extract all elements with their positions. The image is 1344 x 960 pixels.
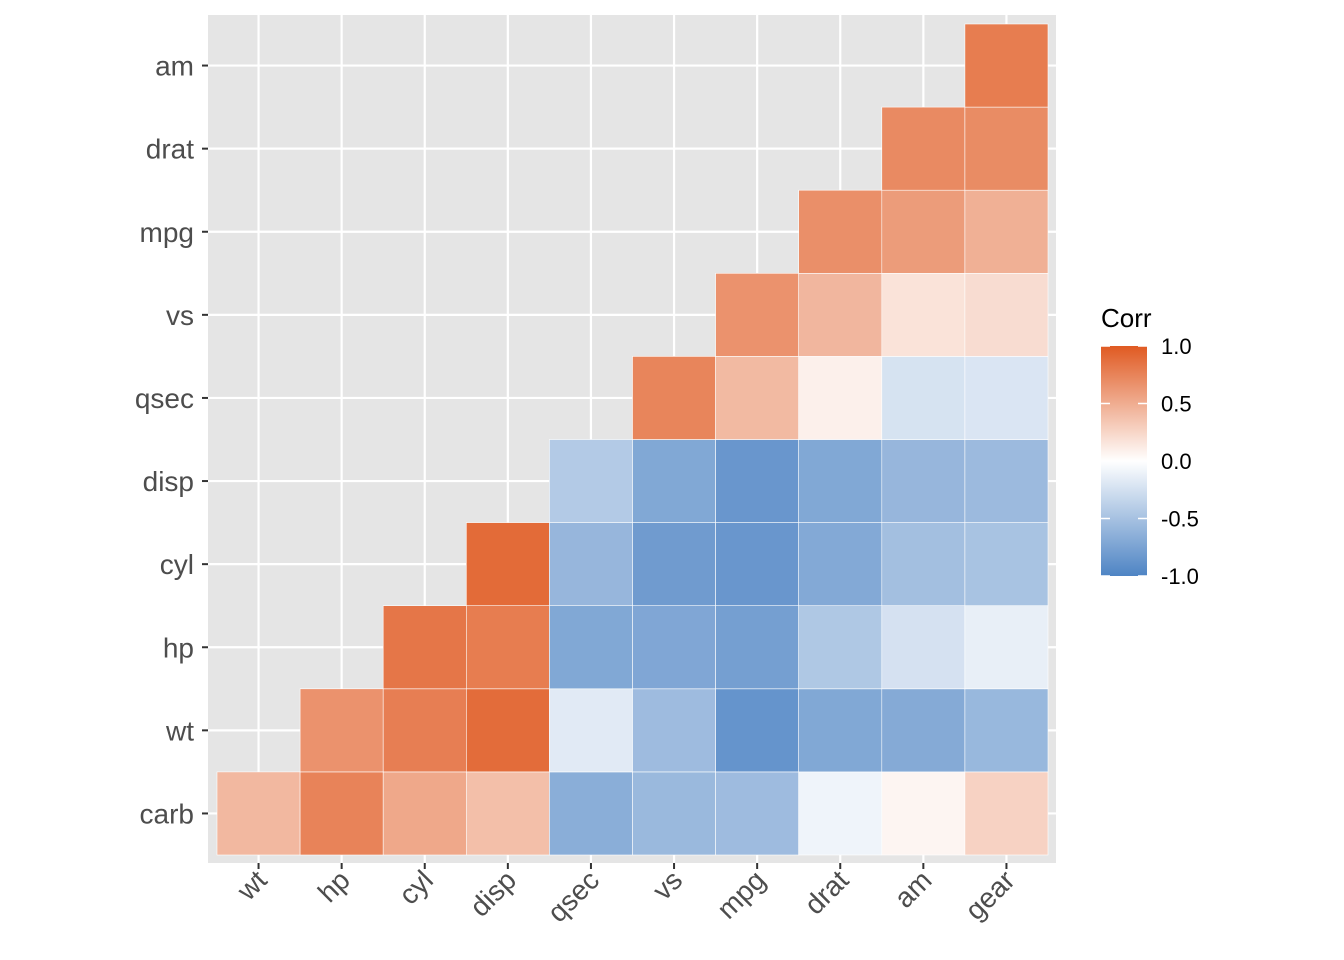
heatmap-cell-disp-gear bbox=[964, 439, 1049, 523]
x-tick-label: wt bbox=[230, 864, 273, 907]
heatmap-cell-vs-gear bbox=[964, 272, 1049, 357]
heatmap-cell-cyl-drat bbox=[798, 522, 883, 606]
x-tick-label: drat bbox=[798, 864, 854, 920]
heatmap-cell-hp-mpg bbox=[715, 605, 799, 690]
x-tick-label: hp bbox=[312, 864, 356, 908]
x-tick-label: qsec bbox=[541, 864, 605, 928]
heatmap-cell-cyl-disp bbox=[465, 522, 550, 606]
legend-tick-label: 0.0 bbox=[1161, 449, 1192, 474]
heatmap-cell-wt-mpg bbox=[715, 688, 799, 773]
legend-tick-label: -0.5 bbox=[1161, 507, 1199, 532]
heatmap-cell-qsec-vs bbox=[632, 356, 716, 440]
y-tick-label: hp bbox=[163, 632, 194, 663]
heatmap-cell-carb-vs bbox=[632, 771, 716, 856]
heatmap-cell-cyl-qsec bbox=[549, 522, 633, 606]
heatmap-cell-mpg-am bbox=[881, 189, 966, 274]
x-tick-label: disp bbox=[464, 864, 522, 922]
heatmap-cell-qsec-mpg bbox=[715, 356, 799, 440]
y-tick-label: qsec bbox=[135, 383, 194, 414]
y-tick-label: carb bbox=[140, 798, 194, 829]
heatmap-cell-mpg-drat bbox=[798, 189, 883, 274]
x-tick-label: mpg bbox=[711, 864, 771, 924]
heatmap-cell-wt-gear bbox=[964, 688, 1049, 773]
heatmap-cell-hp-vs bbox=[632, 605, 716, 690]
heatmap-cell-qsec-gear bbox=[964, 356, 1049, 440]
y-tick-label: mpg bbox=[140, 217, 194, 248]
heatmap-cell-qsec-drat bbox=[798, 356, 883, 440]
heatmap-cell-cyl-mpg bbox=[715, 522, 799, 606]
heatmap-cell-carb-cyl bbox=[382, 771, 467, 856]
heatmap-cell-wt-drat bbox=[798, 688, 883, 773]
x-tick-label: cyl bbox=[393, 864, 439, 910]
y-tick-label: vs bbox=[166, 300, 194, 331]
x-tick-label: vs bbox=[647, 864, 689, 906]
y-axis: carb wt hp cyl disp qsec vs mpg drat am bbox=[135, 51, 208, 829]
x-tick-label: am bbox=[888, 864, 937, 913]
heatmap-cell-mpg-gear bbox=[964, 189, 1049, 274]
legend-title: Corr bbox=[1101, 303, 1152, 333]
legend-tick-label: -1.0 bbox=[1161, 564, 1199, 589]
heatmap-cell-disp-qsec bbox=[549, 439, 633, 523]
heatmap-cell-carb-wt bbox=[216, 771, 301, 856]
heatmap-cell-hp-cyl bbox=[382, 605, 467, 690]
heatmap-cell-carb-disp bbox=[465, 771, 550, 856]
legend-tick-label: 1.0 bbox=[1161, 334, 1192, 359]
y-tick-label: wt bbox=[165, 715, 194, 746]
legend-tick-label: 0.5 bbox=[1161, 392, 1192, 417]
heatmap-cell-cyl-am bbox=[881, 522, 966, 606]
y-tick-label: cyl bbox=[160, 549, 194, 580]
heatmap-cell-carb-drat bbox=[798, 771, 883, 856]
heatmap-cell-carb-qsec bbox=[549, 771, 633, 856]
heatmap-cell-hp-qsec bbox=[549, 605, 633, 690]
heatmap-cell-carb-mpg bbox=[715, 771, 799, 856]
y-tick-label: am bbox=[155, 51, 194, 82]
heatmap-cell-wt-disp bbox=[465, 688, 550, 773]
heatmap-cell-disp-am bbox=[881, 439, 966, 523]
heatmap-cell-wt-am bbox=[881, 688, 966, 773]
heatmap-cell-cyl-gear bbox=[964, 522, 1049, 606]
x-axis: wt hp cyl disp qsec vs mpg drat am gear bbox=[230, 863, 1021, 928]
heatmap-cell-drat-am bbox=[881, 106, 966, 191]
heatmap-cell-qsec-am bbox=[881, 356, 966, 440]
heatmap-cell-disp-vs bbox=[632, 439, 716, 523]
heatmap-cell-carb-gear bbox=[964, 771, 1049, 856]
heatmap-cell-am-gear bbox=[964, 23, 1049, 108]
heatmap-cell-vs-am bbox=[881, 272, 966, 357]
heatmap-cell-hp-gear bbox=[964, 605, 1049, 690]
heatmap-cell-hp-drat bbox=[798, 605, 883, 690]
y-tick-label: disp bbox=[143, 466, 194, 497]
heatmap-cell-disp-mpg bbox=[715, 439, 799, 523]
y-tick-label: drat bbox=[146, 134, 194, 165]
heatmap-cell-vs-mpg bbox=[715, 272, 799, 357]
heatmap-cell-wt-hp bbox=[299, 688, 384, 773]
legend: Corr 1.0 0.5 0.0 -0.5 -1.0 bbox=[1101, 303, 1199, 589]
heatmap-cell-drat-gear bbox=[964, 106, 1049, 191]
heatmap-cell-carb-am bbox=[881, 771, 966, 856]
heatmap-cell-wt-qsec bbox=[549, 688, 633, 773]
heatmap-cell-hp-am bbox=[881, 605, 966, 690]
heatmap-cell-hp-disp bbox=[465, 605, 550, 690]
heatmap-cell-disp-drat bbox=[798, 439, 883, 523]
heatmap-tiles bbox=[216, 23, 1049, 856]
x-tick-label: gear bbox=[959, 864, 1021, 926]
heatmap-cell-wt-vs bbox=[632, 688, 716, 773]
heatmap-cell-cyl-vs bbox=[632, 522, 716, 606]
heatmap-cell-carb-hp bbox=[299, 771, 384, 856]
heatmap-cell-wt-cyl bbox=[382, 688, 467, 773]
heatmap-cell-vs-drat bbox=[798, 272, 883, 357]
